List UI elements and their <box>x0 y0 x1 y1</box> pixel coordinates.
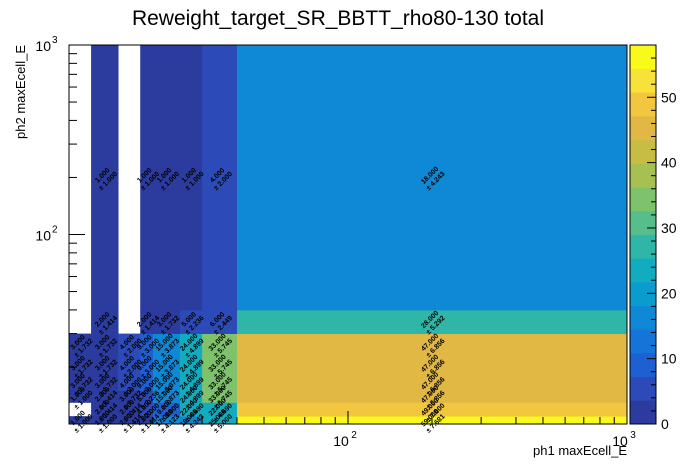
heatmap-cell-2-5 <box>118 333 141 356</box>
heatmap-cell-1-7 <box>91 45 119 311</box>
heatmap-cell-0-4 <box>69 355 92 377</box>
x-axis-ticks: 10 2 10 3 <box>152 411 636 449</box>
heatmap-cell-6-5 <box>202 333 238 356</box>
palette-swatch <box>630 234 656 259</box>
heatmap-cell-3-2 <box>140 390 154 403</box>
chart-title: Reweight_target_SR_BBTT_rho80-130 total <box>132 7 544 30</box>
palette-tick-label: 10 <box>661 351 677 367</box>
y-tick-label: 10 <box>35 228 51 244</box>
y-tick-label: 10 <box>35 38 51 54</box>
heatmap-cells <box>69 45 628 425</box>
palette-swatch <box>630 258 656 283</box>
heatmap-cell-0-3 <box>69 375 92 392</box>
heatmap-cell-1-6 <box>91 309 119 334</box>
heatmap-cell-7-6 <box>236 309 628 334</box>
color-palette: 0 10 20 30 40 50 <box>629 44 677 432</box>
x-tick-label: 10 <box>612 433 628 449</box>
palette-swatch <box>630 281 656 306</box>
heatmap-cell-0-5 <box>69 333 92 356</box>
heatmap-cell-1-1 <box>91 402 119 417</box>
palette-tick-label: 20 <box>661 285 677 301</box>
heatmap-cell-0-2 <box>69 390 92 403</box>
heatmap-cell-6-0 <box>202 416 238 425</box>
y-tick-exponent: 3 <box>52 35 58 46</box>
heatmap-cell-7-1 <box>236 402 628 417</box>
heatmap-cell-1-3 <box>91 375 119 392</box>
y-tick-exponent: 2 <box>52 225 58 236</box>
heatmap-cell-5-7 <box>180 45 203 311</box>
heatmap-cell-6-1 <box>202 402 238 417</box>
heatmap-cell-2-0 <box>118 416 141 425</box>
heatmap-cell-1-4 <box>91 355 119 377</box>
heatmap-cell-7-7 <box>236 45 628 311</box>
heatmap-cell-7-5 <box>236 333 628 356</box>
heatmap-cell-5-1 <box>180 402 203 417</box>
heatmap-cell-4-2 <box>152 390 181 403</box>
palette-swatch <box>630 139 656 164</box>
heatmap-cell-1-2 <box>91 390 119 403</box>
heatmap-cell-2-3 <box>118 375 141 392</box>
heatmap-cell-3-0 <box>140 416 154 425</box>
heatmap-cell-1-5 <box>91 333 119 356</box>
heatmap-cell-2-4 <box>118 355 141 377</box>
palette-tick-label: 50 <box>661 89 677 105</box>
palette-tick-label: 0 <box>661 416 669 432</box>
heatmap-cell-6-6 <box>202 309 238 334</box>
heatmap-cell-4-0 <box>152 416 181 425</box>
heatmap-cell-5-0 <box>180 416 203 425</box>
palette-swatch <box>630 329 656 354</box>
heatmap-cell-0-0 <box>69 416 92 425</box>
heatmap-cell-5-5 <box>180 333 203 356</box>
heatmap-cell-6-3 <box>202 375 238 392</box>
y-axis-title: ph2 maxEcell_E <box>13 45 28 139</box>
palette-frame <box>629 44 657 425</box>
heatmap-cell-6-4 <box>202 355 238 377</box>
heatmap-cell-6-2 <box>202 390 238 403</box>
x-axis-title: ph1 maxEcell_E <box>533 443 627 458</box>
heatmap-cell-4-1 <box>152 402 181 417</box>
heatmap-cell-4-3 <box>152 375 181 392</box>
heatmap-cell-3-4 <box>140 355 154 377</box>
heatmap-cell-1-0 <box>91 416 119 425</box>
palette-swatch <box>630 68 656 93</box>
heatmap-cell-3-1 <box>140 402 154 417</box>
heatmap-cell-5-6 <box>180 309 203 334</box>
heatmap-cell-4-7 <box>152 45 181 311</box>
x-tick-label: 10 <box>333 433 349 449</box>
heatmap-cell-7-3 <box>236 375 628 392</box>
palette-swatch <box>630 376 656 401</box>
heatmap-cell-7-4 <box>236 355 628 377</box>
palette-swatch <box>630 400 656 425</box>
heatmap-cell-4-6 <box>152 309 181 334</box>
palette-swatch <box>630 92 656 117</box>
heatmap-cell-5-2 <box>180 390 203 403</box>
heatmap-cell-7-2 <box>236 390 628 403</box>
heatmap-cell-labels: 1.000± 1.000 1.000± 1.000 2.000± 1.4142.00… <box>70 166 447 435</box>
heatmap-cell-2-1 <box>118 402 141 417</box>
x-tick-exponent: 3 <box>630 430 636 441</box>
palette-tick-label: 30 <box>661 220 677 236</box>
heatmap-cell-4-4 <box>152 355 181 377</box>
heatmap-cell-5-4 <box>180 355 203 377</box>
palette-swatch <box>630 352 656 378</box>
palette-swatch <box>630 45 656 70</box>
palette-swatch <box>630 187 656 212</box>
palette-tick-label: 40 <box>661 155 677 171</box>
heatmap-cell-3-6 <box>140 309 154 334</box>
heatmap-cell-2-2 <box>118 390 141 403</box>
heatmap-cell-3-3 <box>140 375 154 392</box>
palette-swatch <box>630 305 656 330</box>
heatmap-cell-3-7 <box>140 45 154 311</box>
heatmap-cell-4-5 <box>152 333 181 356</box>
x-tick-exponent: 2 <box>351 430 357 441</box>
heatmap-cell-3-5 <box>140 333 154 356</box>
heatmap-cell-5-3 <box>180 375 203 392</box>
heatmap-cell-6-7 <box>202 45 238 311</box>
